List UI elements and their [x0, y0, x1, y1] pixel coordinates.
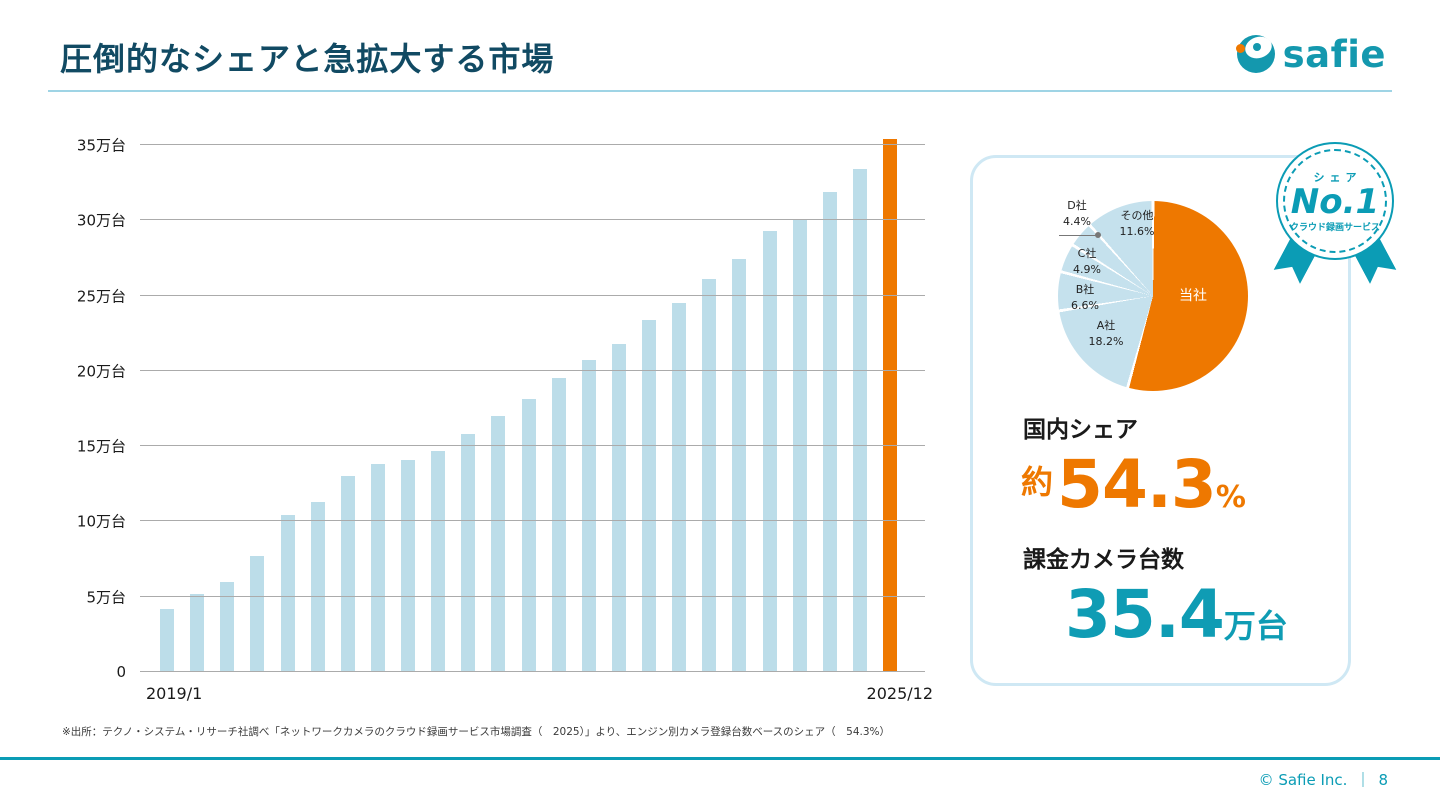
- source-footnote: ※出所：テクノ・システム・リサーチ社調べ「ネットワークカメラのクラウド録画サービ…: [62, 726, 891, 738]
- bar-highlight: [883, 138, 897, 672]
- domestic-share-label: 国内シェア: [1023, 417, 1138, 443]
- y-axis-tick-label: 35万台: [76, 136, 126, 155]
- bar: [732, 259, 747, 672]
- pie-label-company-d-name: D社: [1067, 199, 1087, 212]
- pie-label-company-c-pct: 4.9%: [1073, 262, 1101, 276]
- y-axis-tick-label: 20万台: [76, 362, 126, 381]
- pie-label-others: その他 11.6%: [1111, 208, 1163, 240]
- bar: [762, 230, 777, 672]
- pie-label-company-c-name: C社: [1077, 247, 1097, 260]
- footer-divider-line: [0, 757, 1440, 760]
- pie-label-company-d: D社 4.4%: [1051, 198, 1103, 230]
- pie-label-company-c: C社 4.9%: [1063, 246, 1111, 278]
- gridline: [140, 595, 925, 597]
- bar: [461, 434, 476, 672]
- bar: [551, 378, 566, 672]
- no1-badge: シェア No.1 クラウド録画サービス: [1276, 142, 1394, 260]
- bar: [310, 501, 325, 672]
- logo-eye: [1252, 43, 1261, 51]
- share-prefix: 約: [1021, 463, 1054, 501]
- leader-dot: [1095, 232, 1101, 238]
- pie-label-company-a: A社 18.2%: [1081, 318, 1131, 350]
- pie-label-others-pct: 11.6%: [1119, 224, 1155, 238]
- billed-cameras-label: 課金カメラ台数: [1023, 547, 1184, 573]
- gridline: [140, 520, 925, 522]
- gridline: [140, 294, 925, 296]
- badge-circle: シェア No.1 クラウド録画サービス: [1276, 142, 1394, 260]
- gridline: [140, 369, 925, 371]
- page-number: 8: [1378, 770, 1388, 789]
- copyright: © Safie Inc.: [1258, 770, 1348, 789]
- bar: [431, 450, 446, 672]
- badge-dashed-ring: [1283, 149, 1387, 253]
- gridline: [140, 445, 925, 447]
- market-share-pie-chart: [1058, 201, 1248, 391]
- bar: [340, 476, 355, 672]
- bar: [250, 556, 265, 672]
- bar: [491, 416, 506, 672]
- bar: [521, 399, 536, 672]
- pie-label-company-a-name: A社: [1096, 319, 1116, 332]
- share-percent-sign: %: [1215, 480, 1246, 515]
- bar: [160, 608, 174, 672]
- billed-cameras-value: 35.4万台: [1065, 576, 1288, 653]
- logo-text: safie: [1282, 32, 1386, 76]
- x-axis-last-label: 2025/12: [866, 684, 933, 703]
- footer-divider: ｜: [1355, 771, 1371, 789]
- gridline: [140, 671, 925, 672]
- bar-series: [160, 138, 897, 672]
- pie-label-company-d-pct: 4.4%: [1063, 214, 1091, 228]
- pie-chart-area: 当社 その他 11.6% D社 4.4% C社 4.9% B社 6.6% A社: [973, 186, 1348, 416]
- gridline: [140, 219, 925, 221]
- y-axis-tick-label: 5万台: [86, 588, 126, 607]
- pie-label-our-company: 当社: [1179, 288, 1207, 304]
- bar: [822, 191, 837, 672]
- pie-label-company-a-pct: 18.2%: [1088, 334, 1124, 348]
- bar: [401, 459, 415, 672]
- pie-label-others-name: その他: [1120, 209, 1154, 222]
- bar: [611, 343, 626, 672]
- market-share-card: 当社 その他 11.6% D社 4.4% C社 4.9% B社 6.6% A社: [970, 142, 1351, 686]
- title-underline: [48, 90, 1392, 92]
- pie-label-company-b-name: B社: [1075, 283, 1095, 296]
- bar: [642, 319, 656, 672]
- domestic-share-value: 約54.3%: [1021, 446, 1246, 523]
- safie-bird-icon: [1235, 33, 1276, 74]
- y-axis-tick-label: 25万台: [76, 287, 126, 306]
- page-title: 圧倒的なシェアと急拡大する市場: [60, 40, 555, 78]
- gridline: [140, 144, 925, 145]
- bar: [370, 464, 385, 672]
- x-axis-first-label: 2019/1: [146, 684, 203, 703]
- leader-line: [1059, 235, 1097, 236]
- camera-growth-bar-chart: 2019/1 2025/12 35万台 30万台 25万台 20万台 15万台 10万台 5…: [60, 128, 940, 738]
- bar-chart-plot: 2019/1 2025/12 35万台 30万台 25万台 20万台 15万台 10万台 5…: [77, 137, 933, 704]
- y-axis-tick-label: 30万台: [76, 211, 126, 230]
- safie-logo: safie: [1235, 32, 1386, 76]
- cameras-unit: 万台: [1223, 607, 1288, 645]
- footer-text: © Safie Inc. ｜ 8: [1259, 769, 1388, 790]
- y-axis-tick-label: 0: [116, 663, 126, 681]
- bar: [702, 279, 717, 672]
- bar: [672, 303, 687, 672]
- bar: [280, 515, 295, 672]
- share-number: 54.3: [1057, 446, 1217, 523]
- y-axis-tick-label: 10万台: [76, 512, 126, 531]
- pie-label-company-b-pct: 6.6%: [1071, 298, 1099, 312]
- bar: [190, 593, 205, 672]
- bar: [581, 360, 596, 672]
- bar: [220, 581, 235, 672]
- pie-label-company-b: B社 6.6%: [1061, 282, 1109, 314]
- logo-beak: [1235, 44, 1245, 53]
- y-axis-tick-label: 15万台: [76, 437, 126, 456]
- cameras-number: 35.4: [1065, 576, 1225, 653]
